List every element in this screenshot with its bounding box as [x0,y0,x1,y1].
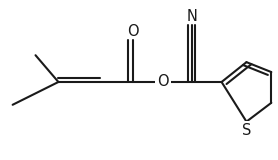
Text: O: O [157,75,169,89]
Text: S: S [242,123,251,138]
Text: O: O [127,24,139,39]
Text: N: N [186,9,197,24]
